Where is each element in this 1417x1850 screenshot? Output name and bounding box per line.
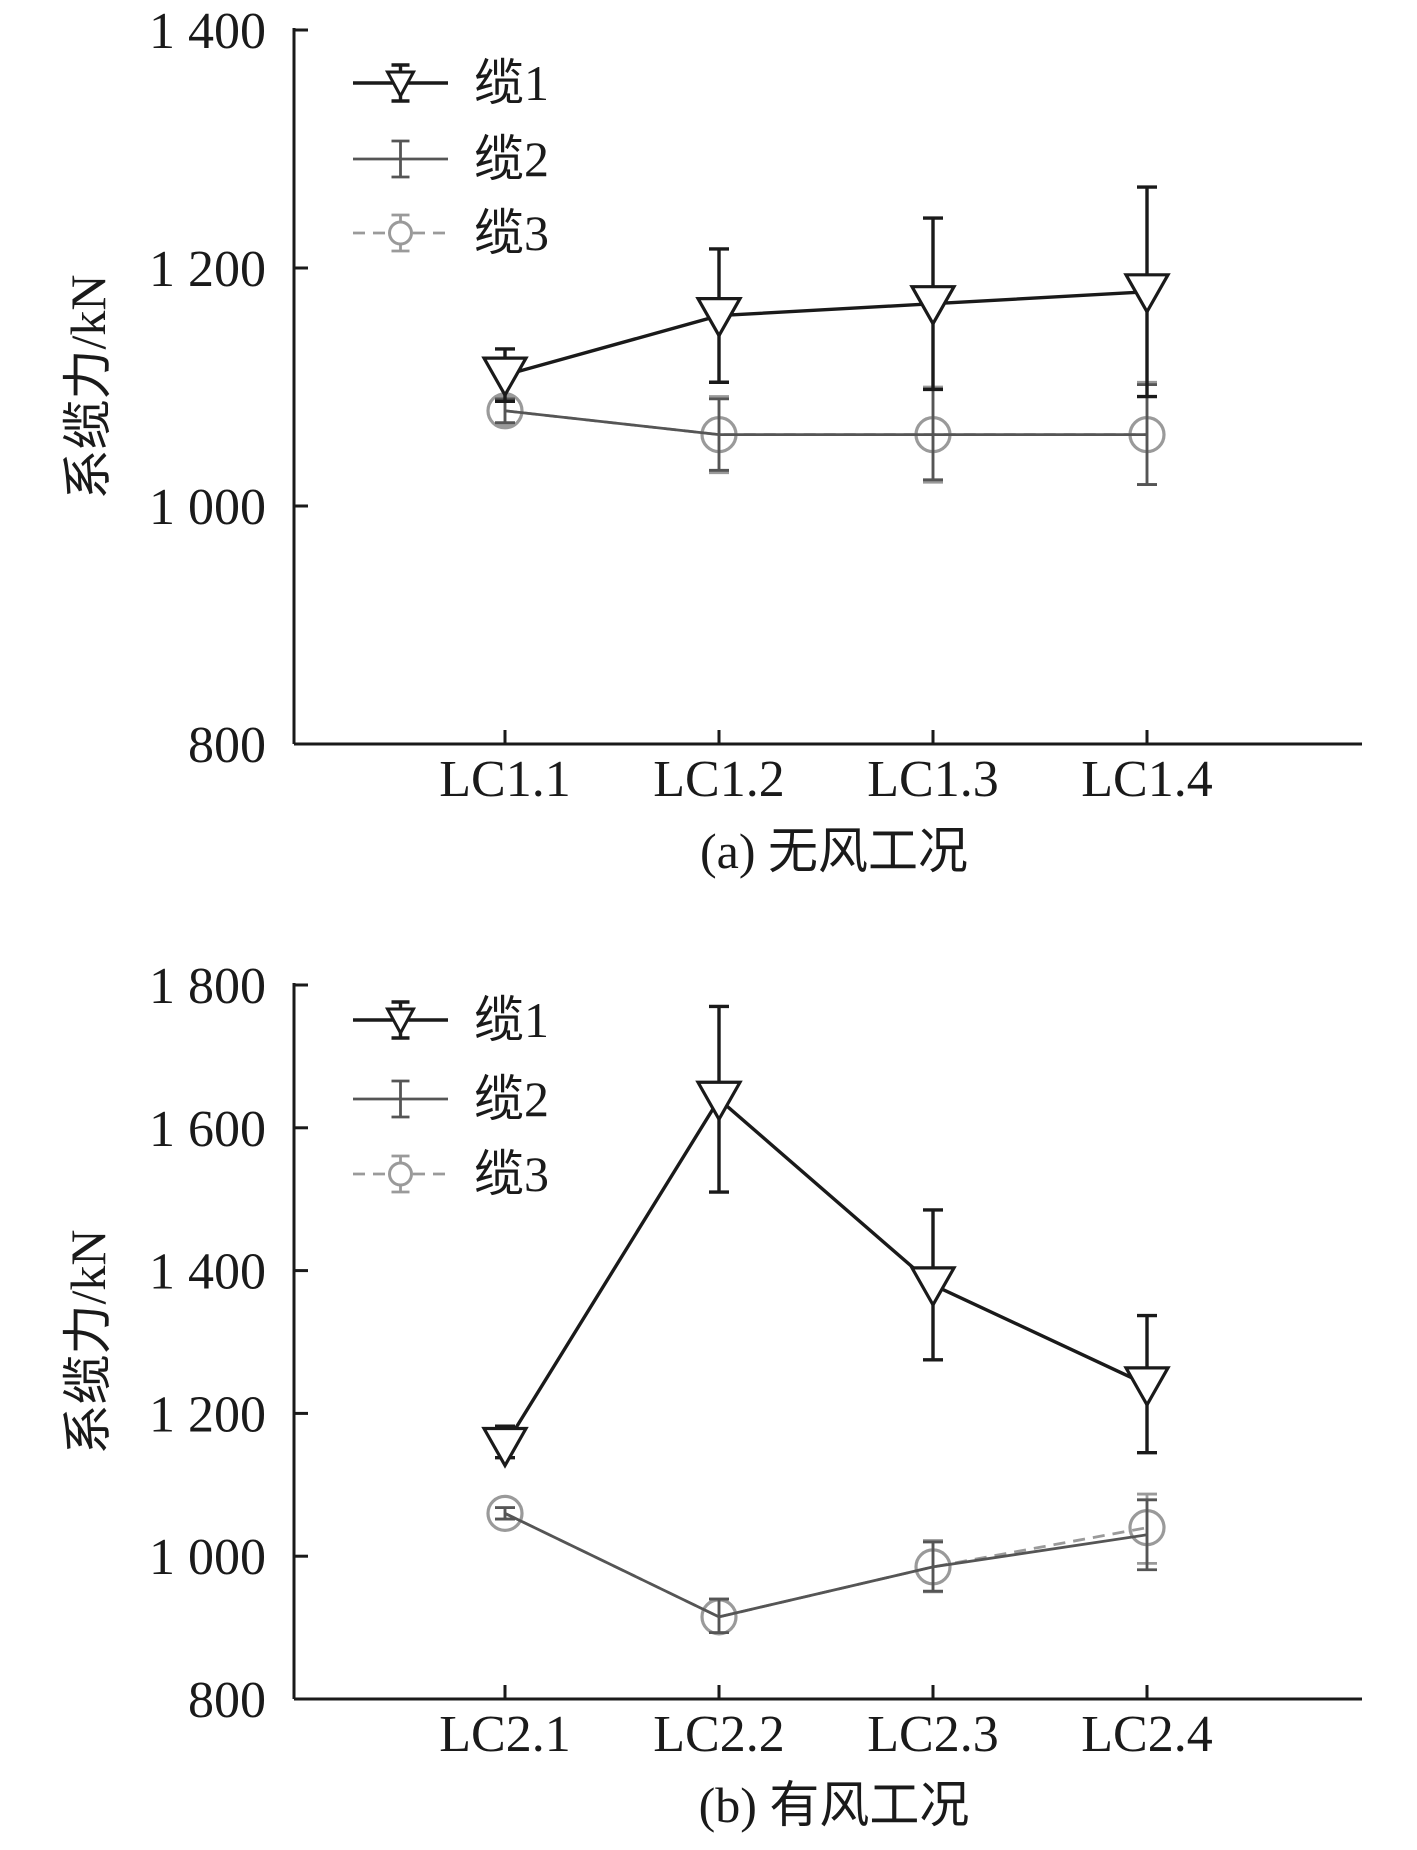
data-point xyxy=(909,1266,957,1309)
series-line xyxy=(504,1512,1148,1619)
x-tick-label: LC1.1 xyxy=(439,751,570,808)
y-axis-label: 系缆力/kN xyxy=(60,275,116,500)
series-1 xyxy=(481,1004,1171,1469)
data-point xyxy=(486,1494,524,1532)
data-point xyxy=(909,285,957,327)
data-point xyxy=(695,1080,743,1123)
panel-caption: (b) 有风工况 xyxy=(699,1777,970,1833)
y-axis-label: 系缆力/kN xyxy=(60,1230,116,1455)
data-point xyxy=(695,297,743,339)
data-point xyxy=(481,1426,529,1469)
legend-label: 缆3 xyxy=(474,205,549,261)
legend-marker xyxy=(388,220,413,246)
y-tick-label: 800 xyxy=(188,1672,266,1729)
x-tick-label: LC2.3 xyxy=(867,1706,998,1763)
legend-label: 缆2 xyxy=(474,131,549,187)
legend-marker xyxy=(388,1161,413,1187)
legend-label: 缆3 xyxy=(474,1146,549,1202)
y-tick-label: 1 000 xyxy=(149,479,266,536)
y-tick-label: 1 800 xyxy=(149,958,266,1015)
y-tick-label: 1 600 xyxy=(149,1101,266,1158)
chart-panel-a: 800 1 000 1 200 1 400 LC1.1 LC1.2 LC1.3 LC1.4 系缆… xyxy=(60,3,1362,879)
data-point xyxy=(1123,273,1171,316)
x-tick-label: LC1.4 xyxy=(1081,751,1212,808)
series-2 xyxy=(495,1498,1157,1634)
series-line xyxy=(503,1096,1148,1447)
series-2 xyxy=(495,383,1157,486)
legend-label: 缆1 xyxy=(474,55,549,111)
y-tick-label: 1 200 xyxy=(149,241,266,298)
series-1 xyxy=(481,185,1171,403)
y-tick-label: 1 400 xyxy=(149,3,266,60)
x-tick-label: LC1.3 xyxy=(867,751,998,808)
legend: 缆1 缆2 缆3 xyxy=(353,55,549,261)
x-tick-label: LC2.4 xyxy=(1081,1706,1212,1763)
y-tick-label: 1 200 xyxy=(149,1386,266,1443)
legend-label: 缆2 xyxy=(474,1071,549,1127)
chart-panel-b: 800 1 000 1 200 1 400 1 600 1 800 LC2.1 LC2.2 LC… xyxy=(60,958,1362,1833)
data-point xyxy=(1123,1366,1171,1409)
y-tick-label: 1 000 xyxy=(149,1529,266,1586)
y-tick-label: 1 400 xyxy=(149,1244,266,1301)
series-3 xyxy=(486,1492,1166,1636)
panel-caption: (a) 无风工况 xyxy=(700,823,968,879)
legend-marker xyxy=(384,1007,417,1037)
x-tick-label: LC1.2 xyxy=(653,751,784,808)
legend: 缆1 缆2 缆3 xyxy=(353,992,549,1202)
legend-label: 缆1 xyxy=(474,992,549,1048)
x-tick-label: LC2.2 xyxy=(653,1706,784,1763)
x-tick-label: LC2.1 xyxy=(439,1706,570,1763)
series-line xyxy=(504,1512,1148,1619)
series-line xyxy=(504,409,1147,437)
data-point xyxy=(481,356,529,399)
legend-marker xyxy=(384,70,417,100)
series-line xyxy=(504,290,1148,377)
y-tick-label: 800 xyxy=(188,717,266,774)
